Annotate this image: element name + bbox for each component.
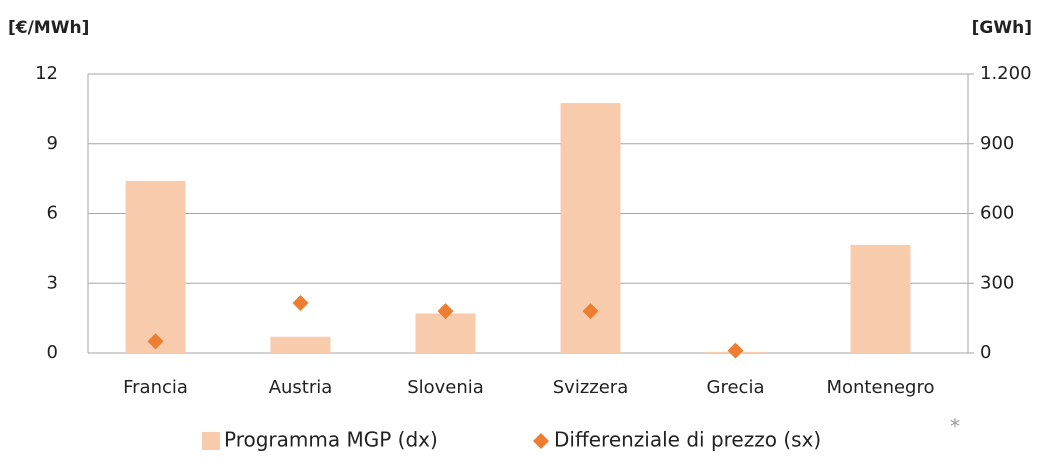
diamond-marker <box>727 342 744 359</box>
y-tick-label: 0 <box>47 342 58 363</box>
y-tick-label: 12 <box>35 63 58 84</box>
diamond-marker <box>437 303 454 320</box>
x-tick-label: Svizzera <box>553 377 628 398</box>
x-tick-label: Slovenia <box>407 377 484 398</box>
x-tick-label: Montenegro <box>826 377 934 398</box>
legend-label: Differenziale di prezzo (sx) <box>554 428 821 452</box>
y-tick-label: 9 <box>47 133 58 154</box>
x-tick-label: Grecia <box>707 377 765 398</box>
y-axis-label: [€/MWh] <box>8 18 89 38</box>
y2-tick-label: 600 <box>980 203 1014 224</box>
y2-tick-label: 0 <box>980 342 991 363</box>
legend-swatch <box>533 433 549 449</box>
bar <box>850 244 911 353</box>
diamond-marker <box>582 303 599 320</box>
y-tick-label: 3 <box>47 272 58 293</box>
legend-swatch <box>202 432 220 450</box>
y2-tick-label: 1.200 <box>980 63 1032 84</box>
y-tick-label: 6 <box>47 203 58 224</box>
x-tick-label: Francia <box>123 377 188 398</box>
x-tick-label: Austria <box>269 377 333 398</box>
y2-tick-label: 900 <box>980 133 1014 154</box>
legend-label: Programma MGP (dx) <box>224 428 438 452</box>
y2-axis-label: [GWh] <box>972 18 1032 38</box>
bar <box>415 313 476 353</box>
annotation: * <box>950 415 960 439</box>
y2-tick-label: 300 <box>980 272 1014 293</box>
diamond-marker <box>147 333 164 350</box>
diamond-marker <box>292 295 309 312</box>
bar <box>125 180 186 353</box>
bar <box>270 336 331 353</box>
